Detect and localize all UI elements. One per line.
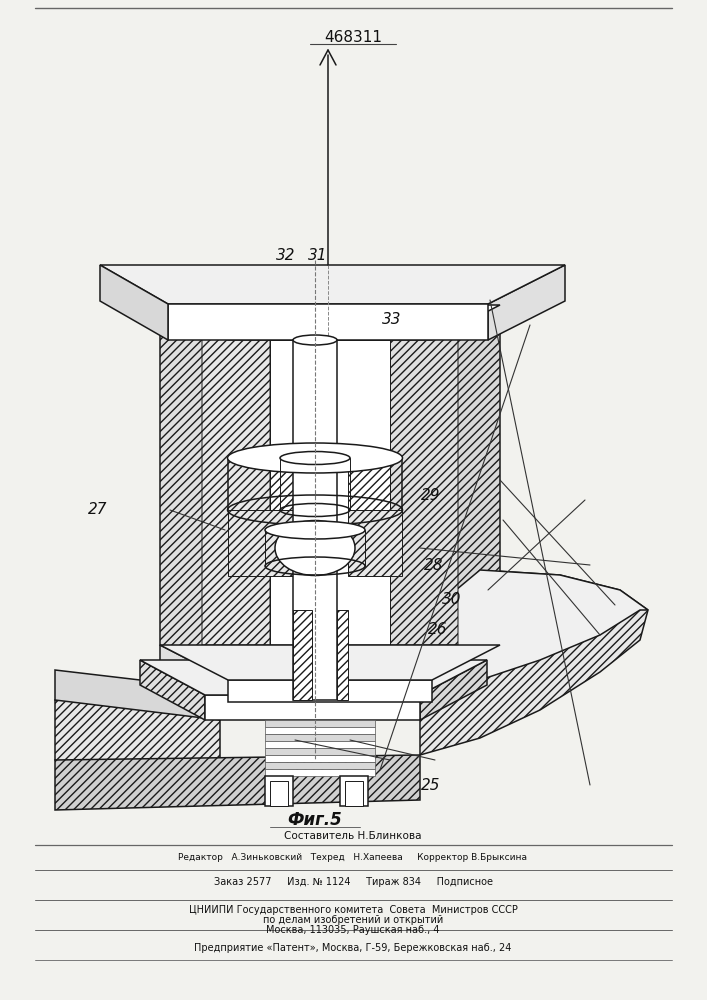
Polygon shape (420, 660, 487, 720)
Text: 31: 31 (308, 247, 327, 262)
Text: ЦНИИПИ Государственного комитета  Совета  Министров СССР: ЦНИИПИ Государственного комитета Совета … (189, 905, 518, 915)
Polygon shape (432, 305, 500, 680)
Ellipse shape (275, 520, 355, 576)
Polygon shape (140, 660, 487, 695)
Polygon shape (228, 680, 432, 702)
Polygon shape (202, 305, 458, 340)
Polygon shape (265, 769, 375, 776)
Polygon shape (390, 340, 432, 680)
Polygon shape (265, 727, 375, 734)
Text: 26: 26 (428, 622, 448, 638)
Polygon shape (202, 645, 458, 680)
Ellipse shape (228, 443, 402, 473)
Polygon shape (228, 510, 312, 576)
Text: 27: 27 (88, 502, 108, 518)
Text: 28: 28 (424, 558, 444, 572)
Text: Предприятие «Патент», Москва, Г-59, Бережковская наб., 24: Предприятие «Патент», Москва, Г-59, Бере… (194, 943, 512, 953)
Polygon shape (345, 781, 363, 806)
Polygon shape (160, 645, 500, 680)
Polygon shape (265, 734, 375, 741)
Text: по делам изобретений и открытий: по делам изобретений и открытий (263, 915, 443, 925)
Text: Москва, 113035, Раушская наб., 4: Москва, 113035, Раушская наб., 4 (267, 925, 440, 935)
Text: Редактор   А.Зиньковский   Техред   Н.Хапеева     Корректор В.Брыксина: Редактор А.Зиньковский Техред Н.Хапеева … (178, 852, 527, 861)
Polygon shape (140, 660, 205, 720)
Polygon shape (337, 610, 348, 700)
Polygon shape (420, 570, 648, 755)
Polygon shape (265, 720, 375, 727)
Polygon shape (202, 305, 270, 680)
Polygon shape (348, 510, 402, 576)
Text: 25: 25 (421, 778, 440, 792)
Polygon shape (265, 755, 375, 762)
Polygon shape (55, 755, 420, 810)
Polygon shape (390, 305, 458, 680)
Text: 33: 33 (382, 312, 402, 328)
Polygon shape (265, 776, 293, 806)
Text: 30: 30 (442, 592, 462, 607)
Polygon shape (100, 265, 168, 340)
Polygon shape (205, 695, 420, 720)
Ellipse shape (265, 521, 365, 539)
Text: 29: 29 (421, 488, 440, 502)
Polygon shape (270, 458, 312, 510)
Polygon shape (100, 265, 565, 304)
Polygon shape (160, 305, 228, 680)
Ellipse shape (280, 452, 350, 464)
Ellipse shape (293, 335, 337, 345)
Polygon shape (420, 570, 648, 695)
Polygon shape (265, 741, 375, 748)
Polygon shape (160, 305, 500, 340)
Polygon shape (265, 762, 375, 769)
Polygon shape (348, 458, 390, 510)
Text: Заказ 2577     Изд. № 1124     Тираж 834     Подписное: Заказ 2577 Изд. № 1124 Тираж 834 Подписн… (214, 877, 493, 887)
Polygon shape (55, 670, 220, 720)
Polygon shape (270, 781, 288, 806)
Polygon shape (265, 748, 375, 755)
Polygon shape (293, 610, 312, 700)
Text: Фиг.5: Фиг.5 (288, 811, 342, 829)
Polygon shape (293, 340, 337, 700)
Polygon shape (488, 265, 565, 340)
Polygon shape (270, 340, 390, 680)
Polygon shape (55, 695, 220, 800)
Text: 32: 32 (276, 247, 296, 262)
Polygon shape (228, 340, 270, 680)
Polygon shape (340, 776, 368, 806)
Polygon shape (168, 304, 488, 340)
Polygon shape (160, 645, 228, 702)
Text: Составитель Н.Блинкова: Составитель Н.Блинкова (284, 831, 422, 841)
Text: 468311: 468311 (324, 30, 382, 45)
